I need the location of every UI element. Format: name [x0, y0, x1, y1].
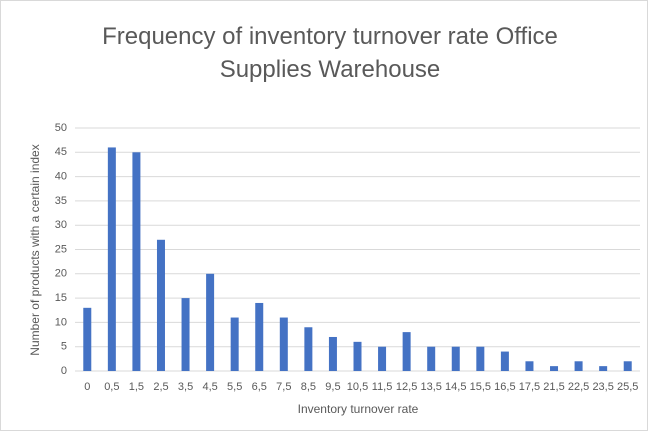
bar: [304, 327, 313, 371]
x-tick-label: 9,5: [325, 381, 340, 393]
y-tick-label: 10: [55, 316, 67, 328]
x-tick-label: 14,5: [445, 381, 466, 393]
bar: [451, 346, 460, 371]
bar: [623, 361, 632, 371]
y-tick-label: 0: [61, 365, 67, 377]
bar: [378, 346, 387, 371]
x-tick-label: 17,5: [519, 381, 540, 393]
x-tick-label: 7,5: [276, 381, 291, 393]
y-tick-label: 50: [55, 122, 67, 134]
x-tick-label: 8,5: [301, 381, 316, 393]
y-tick-label: 35: [55, 195, 67, 207]
bar: [550, 366, 559, 371]
bar: [427, 346, 436, 371]
bar: [353, 341, 362, 371]
x-axis-title: Inventory turnover rate: [298, 402, 419, 416]
y-axis-title: Number of products with a certain index: [28, 144, 42, 355]
x-tick-label: 10,5: [347, 381, 368, 393]
bar: [599, 366, 608, 371]
x-tick-label: 16,5: [494, 381, 515, 393]
x-tick-label: 13,5: [420, 381, 441, 393]
x-tick-label: 25,5: [617, 381, 638, 393]
x-tick-label: 0: [84, 381, 90, 393]
x-tick-label: 2,5: [153, 381, 168, 393]
bar: [476, 346, 485, 371]
bar: [181, 298, 190, 371]
x-tick-label: 4,5: [202, 381, 217, 393]
bar: [525, 361, 534, 371]
x-tick-label: 5,5: [227, 381, 242, 393]
y-tick-label: 25: [55, 243, 67, 255]
y-tick-label: 45: [55, 146, 67, 158]
x-tick-label: 6,5: [252, 381, 267, 393]
bar: [206, 273, 215, 371]
bar: [279, 317, 288, 371]
bar: [500, 351, 509, 371]
bar: [230, 317, 239, 371]
chart-title: Frequency of inventory turnover rate Off…: [102, 23, 558, 83]
bar: [574, 361, 583, 371]
bar: [402, 332, 411, 371]
bar: [328, 336, 337, 371]
y-tick-label: 5: [61, 341, 67, 353]
bar: [255, 302, 264, 371]
x-tick-label: 15,5: [470, 381, 491, 393]
bar: [107, 147, 116, 371]
x-tick-label: 0,5: [104, 381, 119, 393]
x-tick-label: 12,5: [396, 381, 417, 393]
x-tick-label: 22,5: [568, 381, 589, 393]
x-tick-label: 3,5: [178, 381, 193, 393]
x-tick-label: 1,5: [129, 381, 144, 393]
y-tick-label: 15: [55, 292, 67, 304]
y-tick-label: 30: [55, 219, 67, 231]
bar: [156, 239, 165, 371]
y-tick-label: 20: [55, 268, 67, 280]
y-tick-label: 40: [55, 171, 67, 183]
x-tick-label: 11,5: [372, 381, 393, 393]
bar: [132, 152, 141, 371]
bar: [83, 307, 92, 371]
x-tick-label: 23,5: [592, 381, 613, 393]
x-tick-label: 21,5: [543, 381, 564, 393]
